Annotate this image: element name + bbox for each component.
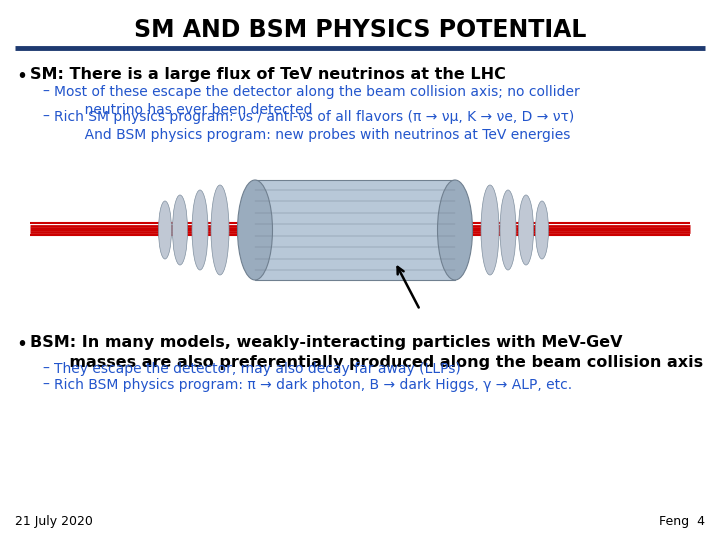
Ellipse shape xyxy=(192,190,208,270)
Ellipse shape xyxy=(481,185,499,275)
Text: They escape the detector, may also decay far away (LLPs): They escape the detector, may also decay… xyxy=(54,362,461,376)
Text: SM: There is a large flux of TeV neutrinos at the LHC: SM: There is a large flux of TeV neutrin… xyxy=(30,67,506,82)
Text: Feng  4: Feng 4 xyxy=(659,515,705,528)
Ellipse shape xyxy=(500,190,516,270)
Text: –: – xyxy=(42,85,49,99)
Text: •: • xyxy=(16,67,27,86)
Text: SM AND BSM PHYSICS POTENTIAL: SM AND BSM PHYSICS POTENTIAL xyxy=(134,18,586,42)
Ellipse shape xyxy=(536,201,549,259)
Text: Rich SM physics program: νs / anti-νs of all flavors (π → νμ, K → νe, D → ντ)
  : Rich SM physics program: νs / anti-νs of… xyxy=(54,110,575,143)
Text: –: – xyxy=(42,362,49,376)
Text: •: • xyxy=(16,335,27,354)
Ellipse shape xyxy=(518,195,534,265)
Bar xyxy=(255,180,455,280)
Ellipse shape xyxy=(173,195,187,265)
Ellipse shape xyxy=(158,201,171,259)
Text: Rich BSM physics program: π → dark photon, B → dark Higgs, γ → ALP, etc.: Rich BSM physics program: π → dark photo… xyxy=(54,378,572,392)
Text: 21 July 2020: 21 July 2020 xyxy=(15,515,93,528)
Text: –: – xyxy=(42,378,49,392)
Text: –: – xyxy=(42,110,49,124)
Ellipse shape xyxy=(438,180,472,280)
Ellipse shape xyxy=(238,180,272,280)
Text: BSM: In many models, weakly-interacting particles with MeV-GeV
       masses are: BSM: In many models, weakly-interacting … xyxy=(30,335,703,370)
Text: Most of these escape the detector along the beam collision axis; no collider
   : Most of these escape the detector along … xyxy=(54,85,580,117)
Ellipse shape xyxy=(211,185,229,275)
